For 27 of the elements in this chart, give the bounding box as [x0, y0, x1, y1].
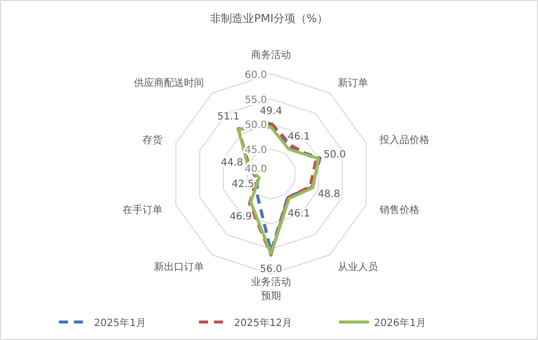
data-label: 49.4: [260, 106, 282, 117]
data-label: 46.9: [230, 212, 252, 223]
y-tick-label: 50.0: [244, 120, 267, 131]
spoke-label: 业务活动预期: [251, 276, 291, 302]
data-label: 50.0: [324, 149, 346, 160]
data-label: 44.8: [220, 157, 244, 168]
data-label: 51.1: [217, 111, 240, 122]
data-label: 46.1: [288, 132, 310, 143]
y-tick-label: 60.0: [244, 70, 267, 81]
spoke-label: 新出口订单: [154, 261, 204, 274]
data-label: 42.5: [232, 179, 254, 190]
data-label: 48.8: [318, 188, 340, 200]
spoke-label: 供应商配送时间: [134, 76, 204, 89]
legend-label: 2025年12月: [234, 317, 292, 329]
spoke-label: 在手订单: [122, 204, 163, 216]
spoke-label: 销售价格: [378, 204, 420, 216]
chart-title: 非制造业PMI分项（%）: [210, 12, 328, 25]
y-tick-label: 55.0: [244, 95, 267, 106]
data-label: 56.0: [260, 264, 282, 275]
legend-label: 2025年1月: [94, 317, 146, 329]
spoke-label: 商务活动: [251, 49, 291, 61]
legend-label: 2026年1月: [374, 317, 426, 329]
spoke-label: 投入品价格: [378, 134, 430, 146]
spoke-label: 新订单: [338, 76, 368, 89]
spoke-label: 存货: [142, 134, 163, 146]
spoke-label: 从业人员: [338, 261, 378, 274]
data-label: 46.1: [288, 208, 310, 220]
